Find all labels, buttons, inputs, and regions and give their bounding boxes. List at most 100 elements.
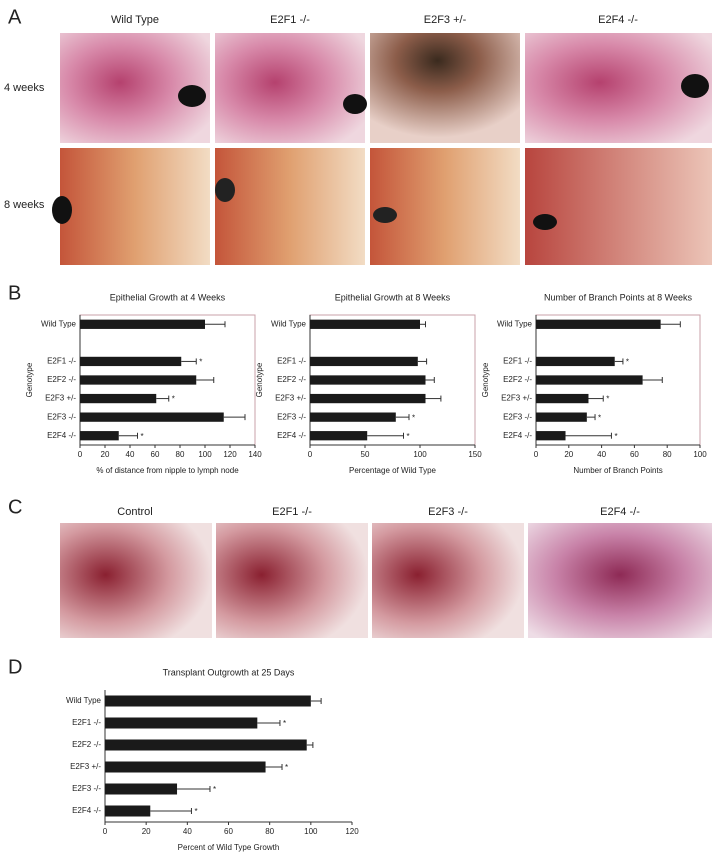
- photo: [60, 148, 210, 265]
- error-bar: [181, 358, 197, 365]
- panel-a-photos: [52, 33, 712, 265]
- y-tick-label: E2F4 -/-: [277, 431, 306, 440]
- x-tick-label: 100: [693, 450, 707, 459]
- x-tick-label: 120: [223, 450, 237, 459]
- photo: [370, 148, 520, 265]
- y-tick-label: E2F1 -/-: [277, 357, 306, 366]
- significance-mark: *: [614, 432, 617, 441]
- error-bar: [118, 432, 138, 439]
- bar: [80, 412, 224, 422]
- bar: [105, 805, 151, 817]
- x-tick-label: 50: [361, 450, 370, 459]
- x-tick-label: 100: [198, 450, 212, 459]
- lymph-node: [373, 207, 397, 223]
- significance-mark: *: [407, 432, 410, 441]
- error-bar: [156, 395, 170, 402]
- x-tick-label: 0: [534, 450, 539, 459]
- chart-title: Epithelial Growth at 8 Weeks: [335, 292, 451, 302]
- x-tick-label: 60: [151, 450, 160, 459]
- error-bar: [417, 358, 428, 365]
- x-tick-label: 60: [224, 827, 233, 836]
- photo: [525, 33, 712, 143]
- error-bar: [588, 395, 604, 402]
- x-tick-label: 0: [308, 450, 313, 459]
- bar: [80, 319, 205, 329]
- photo: [372, 523, 524, 638]
- error-bar: [205, 321, 226, 328]
- plot-frame: [105, 690, 352, 822]
- bar: [310, 319, 420, 329]
- y-tick-label: Wild Type: [66, 696, 102, 705]
- y-tick-label: E2F2 -/-: [503, 375, 532, 384]
- x-tick-label: 20: [142, 827, 151, 836]
- significance-mark: *: [194, 807, 197, 816]
- photo: [215, 33, 365, 143]
- column-label: Wild Type: [111, 14, 159, 26]
- column-label: Control: [117, 506, 152, 518]
- y-tick-label: E2F1 -/-: [503, 357, 532, 366]
- x-tick-label: 100: [413, 450, 427, 459]
- bar: [105, 739, 307, 751]
- photo: [215, 148, 365, 265]
- error-bar: [565, 432, 612, 439]
- x-tick-label: 40: [126, 450, 135, 459]
- y-axis-label: Genotype: [25, 362, 34, 397]
- error-bar: [660, 321, 681, 328]
- y-tick-label: E2F3 +/-: [501, 394, 532, 403]
- y-tick-label: E2F3 +/-: [45, 394, 76, 403]
- y-axis-label: Genotype: [481, 362, 490, 397]
- photo: [60, 523, 212, 638]
- error-bar: [257, 720, 281, 726]
- x-tick-label: 60: [630, 450, 639, 459]
- bar: [105, 761, 266, 773]
- x-tick-label: 40: [597, 450, 606, 459]
- error-bar: [420, 321, 426, 328]
- panel-letter: C: [8, 496, 22, 518]
- significance-mark: *: [172, 395, 175, 404]
- photo: [370, 33, 520, 143]
- x-tick-label: 100: [304, 827, 318, 836]
- x-tick-label: 120: [345, 827, 359, 836]
- bar: [536, 356, 615, 367]
- row-label: 8 weeks: [4, 199, 45, 211]
- chart-title: Transplant Outgrowth at 25 Days: [163, 667, 295, 677]
- x-tick-label: 140: [248, 450, 262, 459]
- bar: [310, 412, 396, 422]
- significance-mark: *: [283, 719, 286, 728]
- bar: [536, 319, 661, 329]
- bar: [536, 431, 566, 441]
- x-axis-label: % of distance from nipple to lymph node: [96, 466, 239, 475]
- chart-title: Number of Branch Points at 8 Weeks: [544, 292, 692, 302]
- bar: [536, 412, 587, 422]
- x-tick-label: 80: [176, 450, 185, 459]
- bar: [80, 375, 197, 385]
- y-tick-label: E2F3 -/-: [277, 412, 306, 421]
- bar: [536, 375, 643, 385]
- x-tick-label: 20: [564, 450, 573, 459]
- y-tick-label: E2F4 -/-: [503, 431, 532, 440]
- significance-mark: *: [606, 395, 609, 404]
- error-bar: [310, 698, 322, 704]
- column-label: E2F4 -/-: [598, 14, 638, 26]
- bar: [80, 356, 182, 367]
- panel-letter: D: [8, 656, 22, 678]
- significance-mark: *: [412, 413, 415, 422]
- y-tick-label: Wild Type: [497, 319, 533, 328]
- bar: [105, 783, 178, 795]
- column-label: E2F1 -/-: [272, 506, 312, 518]
- y-tick-label: E2F1 -/-: [72, 718, 101, 727]
- photo: [216, 523, 368, 638]
- chart-title: Epithelial Growth at 4 Weeks: [110, 292, 226, 302]
- x-tick-label: 150: [468, 450, 482, 459]
- significance-mark: *: [285, 763, 288, 772]
- error-bar: [306, 742, 314, 748]
- lymph-node: [533, 214, 557, 230]
- y-tick-label: E2F3 +/-: [70, 762, 101, 771]
- x-tick-label: 0: [103, 827, 108, 836]
- y-tick-label: E2F3 +/-: [275, 394, 306, 403]
- y-tick-label: E2F4 -/-: [47, 431, 76, 440]
- column-label: E2F3 +/-: [424, 14, 467, 26]
- error-bar: [196, 377, 215, 383]
- y-tick-label: Wild Type: [41, 319, 77, 328]
